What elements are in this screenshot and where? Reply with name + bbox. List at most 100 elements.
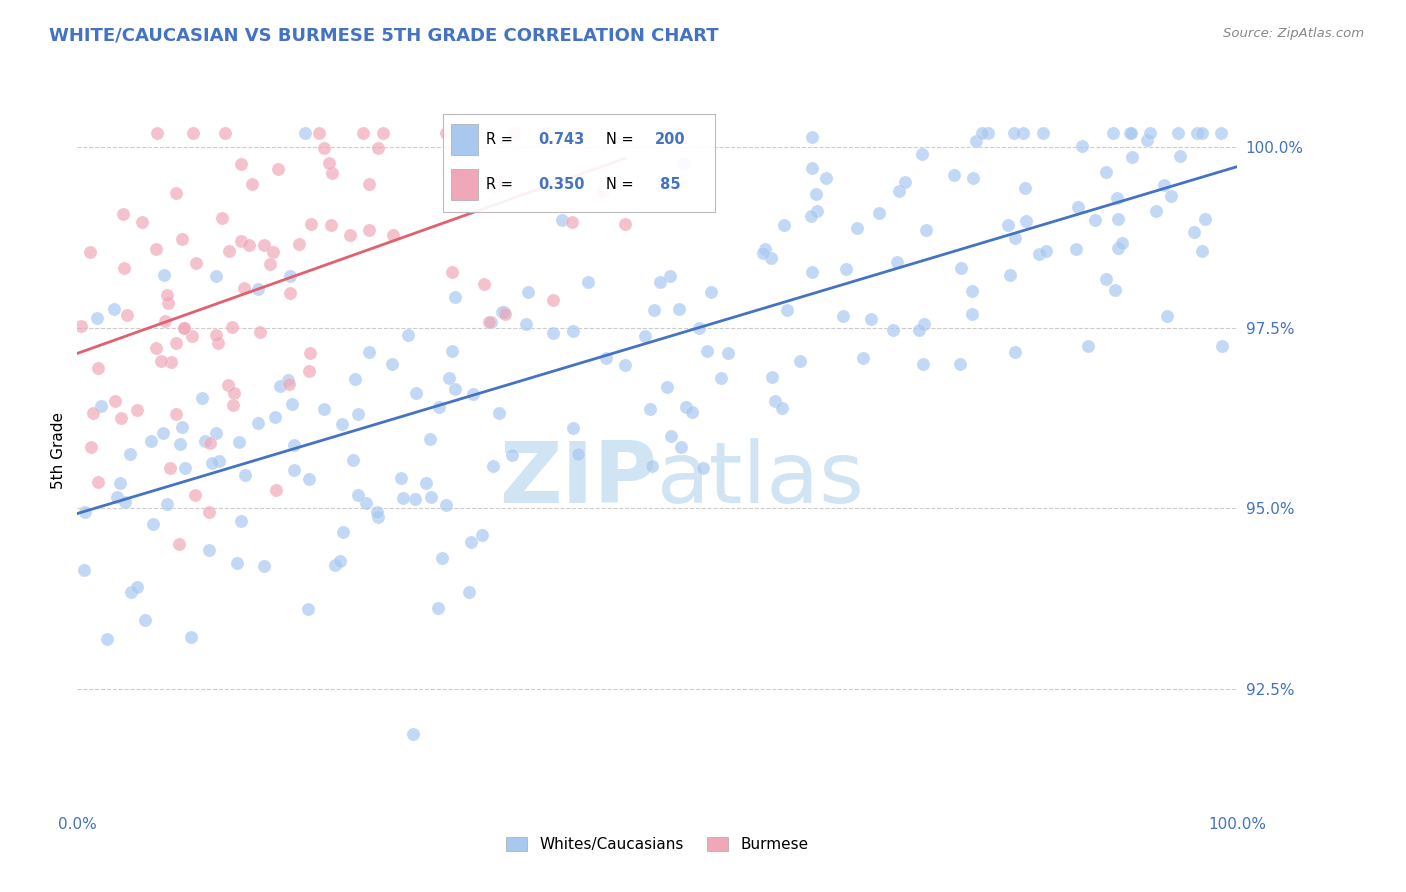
Point xyxy=(852,351,875,365)
Point xyxy=(381,357,404,371)
Point xyxy=(312,140,335,154)
Point xyxy=(105,490,128,504)
Point xyxy=(359,345,381,359)
Point xyxy=(321,166,343,180)
Point xyxy=(134,613,156,627)
Point xyxy=(800,210,823,224)
Point xyxy=(534,126,557,140)
Y-axis label: 5th Grade: 5th Grade xyxy=(51,412,66,489)
Point xyxy=(491,305,513,319)
Point xyxy=(1168,149,1191,163)
Point xyxy=(266,483,288,498)
Point xyxy=(1167,126,1189,140)
Point xyxy=(253,237,276,252)
Point xyxy=(800,265,823,279)
Point xyxy=(789,354,811,368)
Point xyxy=(672,157,695,171)
Point xyxy=(501,448,523,462)
Point xyxy=(217,378,239,392)
Point xyxy=(492,305,515,319)
Point xyxy=(205,327,228,342)
Point xyxy=(211,211,233,225)
Point xyxy=(439,370,461,384)
Point xyxy=(1191,244,1213,259)
Point xyxy=(152,426,174,441)
Point xyxy=(751,245,773,260)
Point xyxy=(356,496,378,510)
Point xyxy=(269,378,291,392)
Point xyxy=(228,435,250,450)
Point xyxy=(214,126,236,140)
Point xyxy=(912,317,935,331)
Point xyxy=(662,126,685,140)
Point xyxy=(1139,126,1161,140)
Point xyxy=(323,558,346,572)
Point xyxy=(278,286,301,301)
Point xyxy=(1105,191,1128,205)
Point xyxy=(131,215,153,229)
Point xyxy=(396,328,419,343)
Point xyxy=(145,341,167,355)
Point xyxy=(1064,242,1087,256)
Point xyxy=(1191,126,1213,140)
Point xyxy=(1002,126,1025,140)
Point xyxy=(118,447,141,461)
Point xyxy=(887,185,910,199)
Point xyxy=(911,357,934,371)
Point xyxy=(770,401,793,415)
Point xyxy=(299,217,322,231)
Point xyxy=(159,460,181,475)
Point xyxy=(669,440,692,454)
Point xyxy=(482,458,505,473)
Point xyxy=(1182,225,1205,239)
Point xyxy=(173,321,195,335)
Point xyxy=(441,265,464,279)
Point xyxy=(517,285,540,299)
Point xyxy=(908,323,931,337)
Point xyxy=(278,268,301,283)
Text: Source: ZipAtlas.com: Source: ZipAtlas.com xyxy=(1223,27,1364,40)
Point xyxy=(763,393,786,408)
Text: ZIP: ZIP xyxy=(499,438,658,521)
Point xyxy=(247,282,270,296)
Point xyxy=(112,261,135,276)
Point xyxy=(949,260,972,275)
Point xyxy=(297,602,319,616)
Point xyxy=(427,601,450,615)
Point xyxy=(668,302,690,317)
Point xyxy=(1211,339,1233,353)
Point xyxy=(485,179,508,194)
Point xyxy=(1209,126,1232,140)
Point xyxy=(288,236,311,251)
Point xyxy=(180,630,202,644)
Point xyxy=(73,563,96,577)
Point xyxy=(443,382,465,396)
Point xyxy=(312,401,335,416)
Point xyxy=(392,491,415,505)
Point xyxy=(650,275,672,289)
Point xyxy=(229,234,252,248)
Point xyxy=(1067,200,1090,214)
Point xyxy=(1111,235,1133,250)
Point xyxy=(367,141,389,155)
Point xyxy=(700,285,723,299)
Point xyxy=(342,453,364,467)
Point xyxy=(222,386,245,401)
Text: atlas: atlas xyxy=(658,438,865,521)
Point xyxy=(235,468,257,483)
Point xyxy=(1004,344,1026,359)
Point xyxy=(692,461,714,475)
Point xyxy=(503,126,526,140)
Point xyxy=(371,126,394,140)
Point xyxy=(347,488,370,502)
Point xyxy=(278,376,301,391)
Point xyxy=(156,497,179,511)
Point xyxy=(643,302,665,317)
Point xyxy=(221,320,243,334)
Point xyxy=(139,434,162,449)
Legend: Whites/Caucasians, Burmese: Whites/Caucasians, Burmese xyxy=(501,830,814,858)
Point xyxy=(389,471,412,485)
Point xyxy=(614,358,637,372)
Point xyxy=(405,385,427,400)
Point xyxy=(218,244,240,259)
